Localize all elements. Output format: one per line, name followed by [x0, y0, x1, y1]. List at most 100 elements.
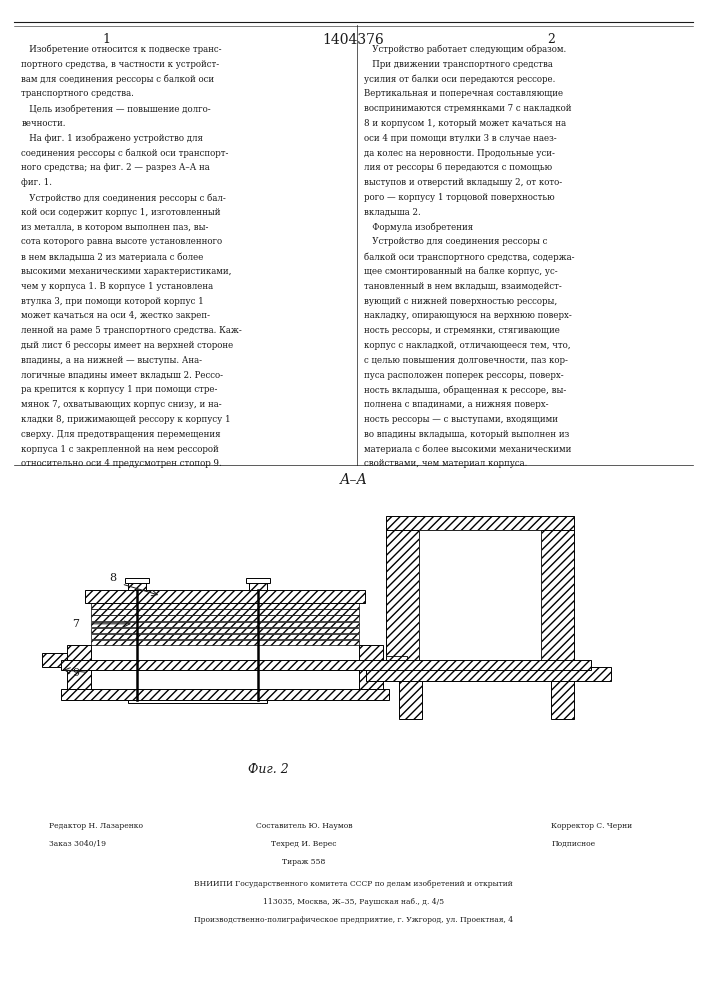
Bar — [419, 530, 541, 667]
Bar — [42, 653, 66, 667]
Text: балкой оси транспортного средства, содержа-: балкой оси транспортного средства, содер… — [364, 252, 575, 262]
Bar — [386, 516, 574, 529]
Text: корпус с накладкой, отличающееся тем, что,: корпус с накладкой, отличающееся тем, чт… — [364, 341, 571, 350]
Bar — [91, 622, 358, 627]
Text: А–А: А–А — [339, 473, 368, 487]
Bar — [551, 681, 574, 719]
Bar — [399, 681, 423, 719]
Text: вечности.: вечности. — [21, 119, 66, 128]
Text: мянок 7, охватывающих корпус снизу, и на-: мянок 7, охватывающих корпус снизу, и на… — [21, 400, 222, 409]
Text: ленной на раме 5 транспортного средства. Каж-: ленной на раме 5 транспортного средства.… — [21, 326, 242, 335]
Text: щее смонтированный на балке корпус, ус-: щее смонтированный на балке корпус, ус- — [364, 267, 558, 276]
Text: 113035, Москва, Ж–35, Раушская наб., д. 4/5: 113035, Москва, Ж–35, Раушская наб., д. … — [263, 898, 444, 906]
Text: сота которого равна высоте установленного: сота которого равна высоте установленног… — [21, 237, 222, 246]
Text: Составитель Ю. Наумов: Составитель Ю. Наумов — [256, 822, 352, 830]
Text: Устройство для соединения рессоры с бал-: Устройство для соединения рессоры с бал- — [21, 193, 226, 203]
Text: ра крепится к корпусу 1 при помощи стре-: ра крепится к корпусу 1 при помощи стре- — [21, 385, 218, 394]
Text: Техред И. Верес: Техред И. Верес — [271, 840, 337, 848]
Text: из металла, в котором выполнен паз, вы-: из металла, в котором выполнен паз, вы- — [21, 223, 209, 232]
Bar — [66, 645, 91, 689]
Text: Устройство работает следующим образом.: Устройство работает следующим образом. — [364, 45, 566, 54]
Text: кой оси содержит корпус 1, изготовленный: кой оси содержит корпус 1, изготовленный — [21, 208, 221, 217]
Text: На фиг. 1 изображено устройство для: На фиг. 1 изображено устройство для — [21, 134, 203, 143]
Text: ность вкладыша, обращенная к рессоре, вы-: ность вкладыша, обращенная к рессоре, вы… — [364, 385, 566, 395]
Text: 9: 9 — [72, 668, 79, 678]
Text: пуса расположен поперек рессоры, поверх-: пуса расположен поперек рессоры, поверх- — [364, 371, 563, 380]
Text: Заказ 3040/19: Заказ 3040/19 — [49, 840, 107, 848]
Bar — [386, 656, 407, 667]
Text: рого — корпусу 1 торцовой поверхностью: рого — корпусу 1 торцовой поверхностью — [364, 193, 555, 202]
Bar — [249, 583, 267, 590]
Bar — [91, 603, 358, 609]
Text: относительно оси 4 предусмотрен стопор 9.: относительно оси 4 предусмотрен стопор 9… — [21, 459, 222, 468]
Text: полнена с впадинами, а нижняя поверх-: полнена с впадинами, а нижняя поверх- — [364, 400, 549, 409]
Bar — [91, 615, 358, 621]
Text: тановленный в нем вкладыш, взаимодейст-: тановленный в нем вкладыш, взаимодейст- — [364, 282, 562, 291]
Text: может качаться на оси 4, жестко закреп-: может качаться на оси 4, жестко закреп- — [21, 311, 210, 320]
Text: лия от рессоры 6 передаются с помощью: лия от рессоры 6 передаются с помощью — [364, 163, 552, 172]
Text: Подписное: Подписное — [551, 840, 595, 848]
Bar — [386, 530, 419, 667]
Bar — [366, 667, 612, 681]
Text: ность рессоры — с выступами, входящими: ность рессоры — с выступами, входящими — [364, 415, 558, 424]
Bar — [91, 640, 358, 645]
Text: Производственно-полиграфическое предприятие, г. Ужгород, ул. Проектная, 4: Производственно-полиграфическое предприя… — [194, 916, 513, 924]
Text: ВНИИПИ Государственного комитета СССР по делам изобретений и открытий: ВНИИПИ Государственного комитета СССР по… — [194, 880, 513, 888]
Bar — [125, 578, 148, 583]
Text: Тираж 558: Тираж 558 — [282, 858, 326, 866]
Text: ность рессоры, и стремянки, стягивающие: ность рессоры, и стремянки, стягивающие — [364, 326, 560, 335]
Text: Редактор Н. Лазаренко: Редактор Н. Лазаренко — [49, 822, 144, 830]
Bar — [541, 530, 574, 667]
Text: Устройство для соединения рессоры с: Устройство для соединения рессоры с — [364, 237, 547, 246]
Text: Цель изобретения — повышение долго-: Цель изобретения — повышение долго- — [21, 104, 211, 114]
Text: 8: 8 — [109, 573, 116, 583]
Text: во впадины вкладыша, который выполнен из: во впадины вкладыша, который выполнен из — [364, 430, 569, 439]
Text: 7: 7 — [72, 619, 79, 629]
Bar — [358, 645, 383, 689]
Text: свойствами, чем материал корпуса.: свойствами, чем материал корпуса. — [364, 459, 527, 468]
Text: Фиг. 2: Фиг. 2 — [248, 763, 289, 776]
Text: накладку, опирающуюся на верхнюю поверх-: накладку, опирающуюся на верхнюю поверх- — [364, 311, 572, 320]
Text: высокими механическими характеристиками,: высокими механическими характеристиками, — [21, 267, 232, 276]
Text: с целью повышения долговечности, паз кор-: с целью повышения долговечности, паз кор… — [364, 356, 568, 365]
Text: Изобретение относится к подвеске транс-: Изобретение относится к подвеске транс- — [21, 45, 222, 54]
Text: вкладыша 2.: вкладыша 2. — [364, 208, 421, 217]
Text: 8 и корпусом 1, который может качаться на: 8 и корпусом 1, который может качаться н… — [364, 119, 566, 128]
Text: дый лист 6 рессоры имеет на верхней стороне: дый лист 6 рессоры имеет на верхней стор… — [21, 341, 233, 350]
Text: логичные впадины имеет вкладыш 2. Рессо-: логичные впадины имеет вкладыш 2. Рессо- — [21, 371, 223, 380]
Text: в нем вкладыша 2 из материала с более: в нем вкладыша 2 из материала с более — [21, 252, 204, 262]
Text: чем у корпуса 1. В корпусе 1 установлена: чем у корпуса 1. В корпусе 1 установлена — [21, 282, 214, 291]
Text: соединения рессоры с балкой оси транспорт-: соединения рессоры с балкой оси транспор… — [21, 149, 228, 158]
Text: корпуса 1 с закрепленной на нем рессорой: корпуса 1 с закрепленной на нем рессорой — [21, 445, 219, 454]
Bar — [61, 660, 591, 670]
Text: сверху. Для предотвращения перемещения: сверху. Для предотвращения перемещения — [21, 430, 221, 439]
Bar — [91, 634, 358, 639]
Text: транспортного средства.: транспортного средства. — [21, 89, 134, 98]
Text: 1404376: 1404376 — [322, 33, 385, 47]
Bar — [85, 590, 365, 603]
Text: фиг. 1.: фиг. 1. — [21, 178, 52, 187]
Text: втулка 3, при помощи которой корпус 1: втулка 3, при помощи которой корпус 1 — [21, 297, 204, 306]
Text: оси 4 при помощи втулки 3 в случае наез-: оси 4 при помощи втулки 3 в случае наез- — [364, 134, 556, 143]
Text: материала с более высокими механическими: материала с более высокими механическими — [364, 445, 571, 454]
Bar — [61, 689, 389, 700]
Bar — [127, 583, 146, 590]
Text: да колес на неровности. Продольные уси-: да колес на неровности. Продольные уси- — [364, 149, 555, 158]
Text: портного средства, в частности к устройст-: портного средства, в частности к устройс… — [21, 60, 219, 69]
Text: Корректор С. Черни: Корректор С. Черни — [551, 822, 633, 830]
Text: Вертикальная и поперечная составляющие: Вертикальная и поперечная составляющие — [364, 89, 563, 98]
Bar — [91, 628, 358, 633]
Text: выступов и отверстий вкладышу 2, от кото-: выступов и отверстий вкладышу 2, от кото… — [364, 178, 562, 187]
Text: вующий с нижней поверхностью рессоры,: вующий с нижней поверхностью рессоры, — [364, 297, 557, 306]
Bar — [247, 578, 270, 583]
Text: усилия от балки оси передаются рессоре.: усилия от балки оси передаются рессоре. — [364, 75, 556, 84]
Text: кладки 8, прижимающей рессору к корпусу 1: кладки 8, прижимающей рессору к корпусу … — [21, 415, 230, 424]
Bar — [91, 609, 358, 615]
Text: 2: 2 — [547, 33, 556, 46]
Text: впадины, а на нижней — выступы. Ана-: впадины, а на нижней — выступы. Ана- — [21, 356, 202, 365]
Text: Формула изобретения: Формула изобретения — [364, 223, 474, 232]
Text: При движении транспортного средства: При движении транспортного средства — [364, 60, 553, 69]
Text: воспринимаются стремянками 7 с накладкой: воспринимаются стремянками 7 с накладкой — [364, 104, 571, 113]
Bar — [127, 700, 267, 703]
Text: 1: 1 — [102, 33, 110, 46]
